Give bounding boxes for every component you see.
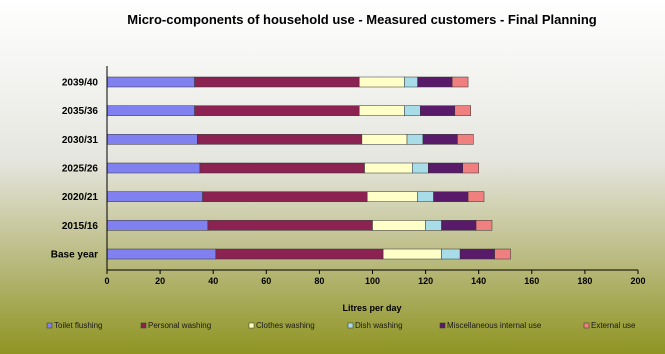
x-tick-label: 80 [314,276,324,286]
bar-segment [194,76,360,88]
bar-segment [417,76,453,88]
category-label: 2030/31 [62,135,99,146]
x-tick-label: 100 [365,276,380,286]
bar-segment [358,105,405,116]
bar-segment [494,248,511,260]
legend-swatch [347,322,354,329]
legend-swatch [439,322,446,329]
bar-segment [364,162,413,174]
bar-segment [106,162,201,174]
bar-segment [106,191,203,202]
legend-swatch [46,322,53,329]
bar-segment [106,220,209,231]
bar-segment [106,248,217,260]
bar-segment [215,248,384,260]
x-tick-label: 40 [208,276,218,286]
bar-segment [467,191,485,202]
x-tick-label: 0 [104,276,109,286]
plot-area: Base year 2015/16 2020/21 2025/26 2030/31 203… [51,66,646,286]
bar-segment [433,191,469,202]
bar-segment [404,76,418,88]
x-tick-label: 180 [577,276,592,286]
legend-label: External use [591,321,636,330]
bar-segment [358,76,405,88]
x-axis-title: Litres per day [342,303,401,313]
bar-segment [457,134,474,145]
x-tick-label: 160 [524,276,539,286]
bar-segment [475,220,493,231]
legend-swatch [140,322,147,329]
legend-label: Clothes washing [256,321,315,330]
bar-segment [428,162,464,174]
bar-segment [199,162,365,174]
bar-segment [417,191,434,202]
bar-segment [207,220,373,231]
x-tick-label: 120 [418,276,433,286]
legend-label: Personal washing [148,321,211,330]
bar-segment [202,191,368,202]
bar-segment [425,220,442,231]
bar-segment [404,105,421,116]
bar-segment [106,105,195,116]
x-tick-label: 200 [630,276,645,286]
bar-segment [106,76,195,88]
x-tick-label: 20 [155,276,165,286]
bar-segment [361,134,408,145]
bar-segment [451,76,469,88]
bar-segment [194,105,360,116]
bar-segment [420,105,456,116]
x-tick-label: 60 [261,276,271,286]
bar-segment [197,134,363,145]
bar-segment [454,105,471,116]
bar-segment [412,162,429,174]
bar-segment [459,248,495,260]
category-label: Base year [51,250,98,261]
legend-label: Toilet flushing [54,321,102,330]
legend-label: Dish washing [355,321,403,330]
bar-segment [106,134,198,145]
bar-segment [441,248,461,260]
x-tick-label: 140 [471,276,486,286]
category-label: 2015/16 [62,221,99,232]
legend-swatch [248,322,255,329]
chart-title: Micro-components of household use - Meas… [127,12,597,27]
bar-segment [422,134,458,145]
bar-segment [382,248,442,260]
category-label: 2039/40 [62,78,99,89]
legend-swatch [583,322,590,329]
bar-segment [372,220,426,231]
category-label: 2020/21 [62,192,99,203]
bar-segment [462,162,479,174]
legend-label: Miscellaneous internal use [447,321,542,330]
bar-segment [366,191,418,202]
bar-segment [406,134,424,145]
category-label: 2025/26 [62,164,99,175]
category-label: 2035/36 [62,106,99,117]
legend: Toilet flushing Personal washing Clothes w… [46,321,636,330]
bar-segment [441,220,477,231]
